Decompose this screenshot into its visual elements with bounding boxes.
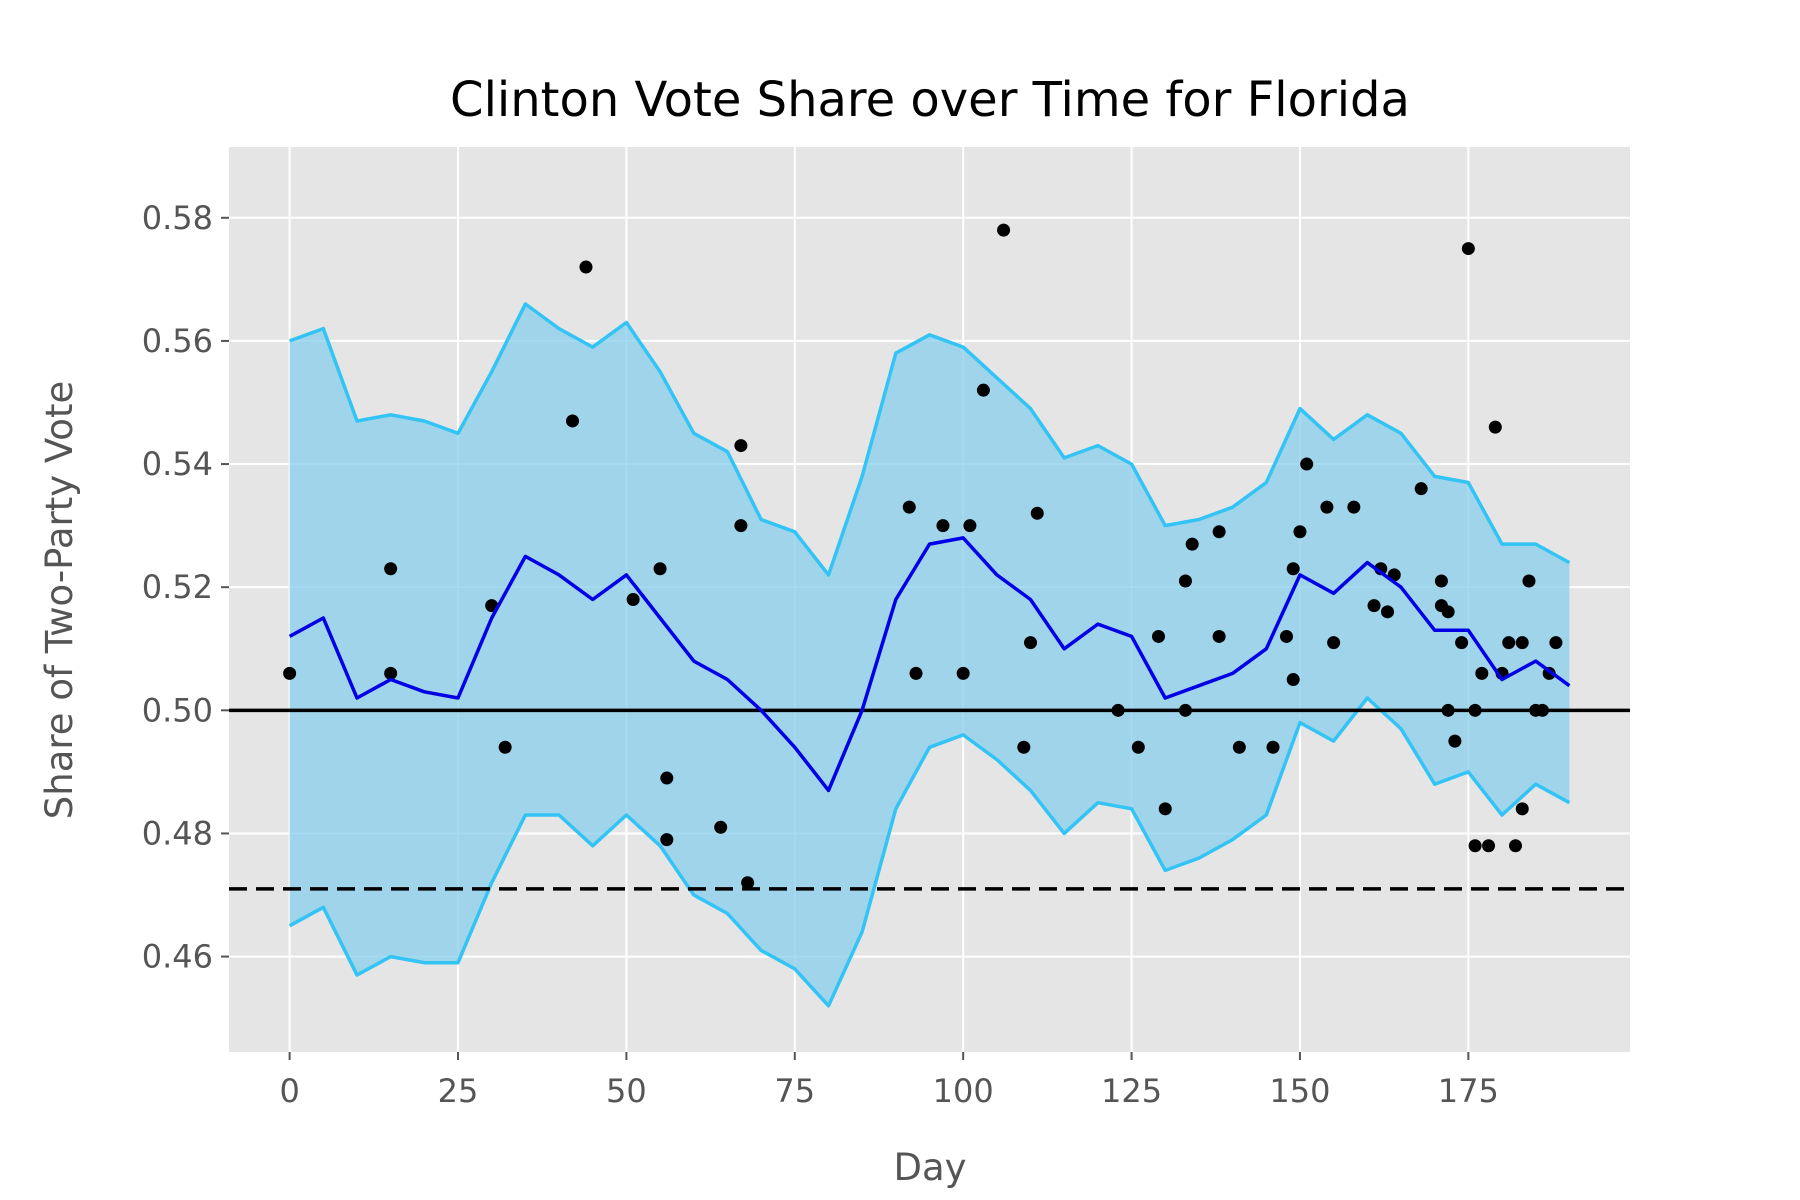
x-tick-label: 50	[606, 1072, 647, 1110]
poll-point	[1152, 629, 1166, 643]
x-axis-label: Day	[893, 1146, 966, 1189]
poll-point	[1468, 703, 1482, 717]
poll-point	[1131, 740, 1145, 754]
poll-point	[660, 771, 674, 785]
poll-point	[1178, 574, 1192, 588]
poll-point	[1475, 666, 1489, 680]
poll-point	[909, 666, 923, 680]
poll-point	[1293, 525, 1307, 539]
poll-point	[1017, 740, 1031, 754]
y-tick-label: 0.50	[142, 691, 213, 729]
poll-point	[1448, 734, 1462, 748]
poll-point	[1178, 703, 1192, 717]
poll-point	[1347, 500, 1361, 514]
poll-point	[1212, 525, 1226, 539]
y-tick-label: 0.46	[142, 938, 213, 976]
poll-point	[1320, 500, 1334, 514]
x-tick-label: 175	[1438, 1072, 1499, 1110]
poll-point	[566, 414, 580, 428]
x-tick-label: 125	[1101, 1072, 1162, 1110]
poll-point	[1266, 740, 1280, 754]
x-tick-label: 75	[774, 1072, 815, 1110]
poll-point	[1279, 629, 1293, 643]
poll-point	[626, 593, 640, 606]
lower-bound-line	[288, 696, 1571, 1008]
poll-point	[660, 833, 674, 847]
poll-point	[1367, 599, 1381, 613]
chart-title: Clinton Vote Share over Time for Florida	[450, 72, 1410, 128]
poll-point	[653, 562, 667, 576]
mean-line-group	[288, 536, 1571, 793]
poll-point	[1549, 636, 1563, 650]
poll-point	[902, 500, 916, 514]
x-tick-label: 25	[438, 1072, 479, 1110]
x-tick-label: 100	[933, 1072, 994, 1110]
y-tick-label: 0.48	[142, 814, 213, 852]
poll-point	[1515, 636, 1529, 650]
poll-point	[1024, 636, 1038, 650]
poll-point	[1212, 629, 1226, 643]
poll-point	[1468, 839, 1482, 853]
poll-point	[1327, 636, 1341, 650]
poll-point	[1286, 562, 1300, 576]
poll-point	[384, 562, 398, 576]
poll-point	[1455, 636, 1469, 650]
poll-point	[1030, 506, 1044, 520]
poll-point	[734, 519, 748, 533]
y-tick-label: 0.52	[142, 568, 213, 606]
poll-point	[976, 383, 990, 397]
x-tick-label: 150	[1269, 1072, 1330, 1110]
confidence-band	[288, 302, 1571, 1008]
poll-point	[963, 519, 977, 533]
poll-point	[579, 260, 593, 274]
poll-point	[283, 666, 297, 680]
poll-point	[384, 666, 398, 680]
poll-point	[498, 740, 512, 754]
poll-point	[997, 223, 1011, 237]
poll-point	[1535, 703, 1549, 717]
poll-point	[1232, 740, 1246, 754]
reference-lines	[229, 708, 1630, 891]
poll-point	[741, 876, 755, 890]
poll-point	[1434, 574, 1448, 588]
y-axis-ticks: 0.46 0.48 0.50 0.52 0.54 0.56 0.58	[142, 199, 213, 976]
upper-bound-line	[288, 302, 1571, 577]
poll-point	[1508, 839, 1522, 853]
y-tick-label: 0.56	[142, 322, 213, 360]
poll-point	[1111, 703, 1125, 717]
poll-point	[1185, 537, 1199, 551]
poll-point	[1300, 457, 1314, 471]
mean-line	[288, 536, 1571, 793]
poll-point	[1381, 605, 1395, 619]
poll-point	[936, 519, 950, 533]
poll-point	[1286, 673, 1300, 687]
poll-point	[1441, 703, 1455, 717]
poll-point	[1502, 636, 1516, 650]
x-axis-ticks: 0 25 50 75 100 125 150 175	[279, 1072, 1498, 1110]
poll-point	[1522, 574, 1536, 588]
poll-point	[1482, 839, 1496, 853]
poll-point	[1488, 420, 1502, 434]
x-tick-label: 0	[279, 1072, 299, 1110]
y-tick-label: 0.54	[142, 445, 213, 483]
poll-point	[956, 666, 970, 680]
poll-point	[1461, 242, 1475, 256]
poll-point	[1414, 482, 1428, 496]
poll-point	[1441, 605, 1455, 619]
poll-point	[714, 820, 728, 834]
poll-point	[1515, 802, 1529, 816]
poll-point	[1158, 802, 1172, 816]
y-axis-label: Share of Two-Party Vote	[38, 381, 81, 819]
poll-point	[734, 439, 748, 453]
y-tick-label: 0.58	[142, 199, 213, 237]
